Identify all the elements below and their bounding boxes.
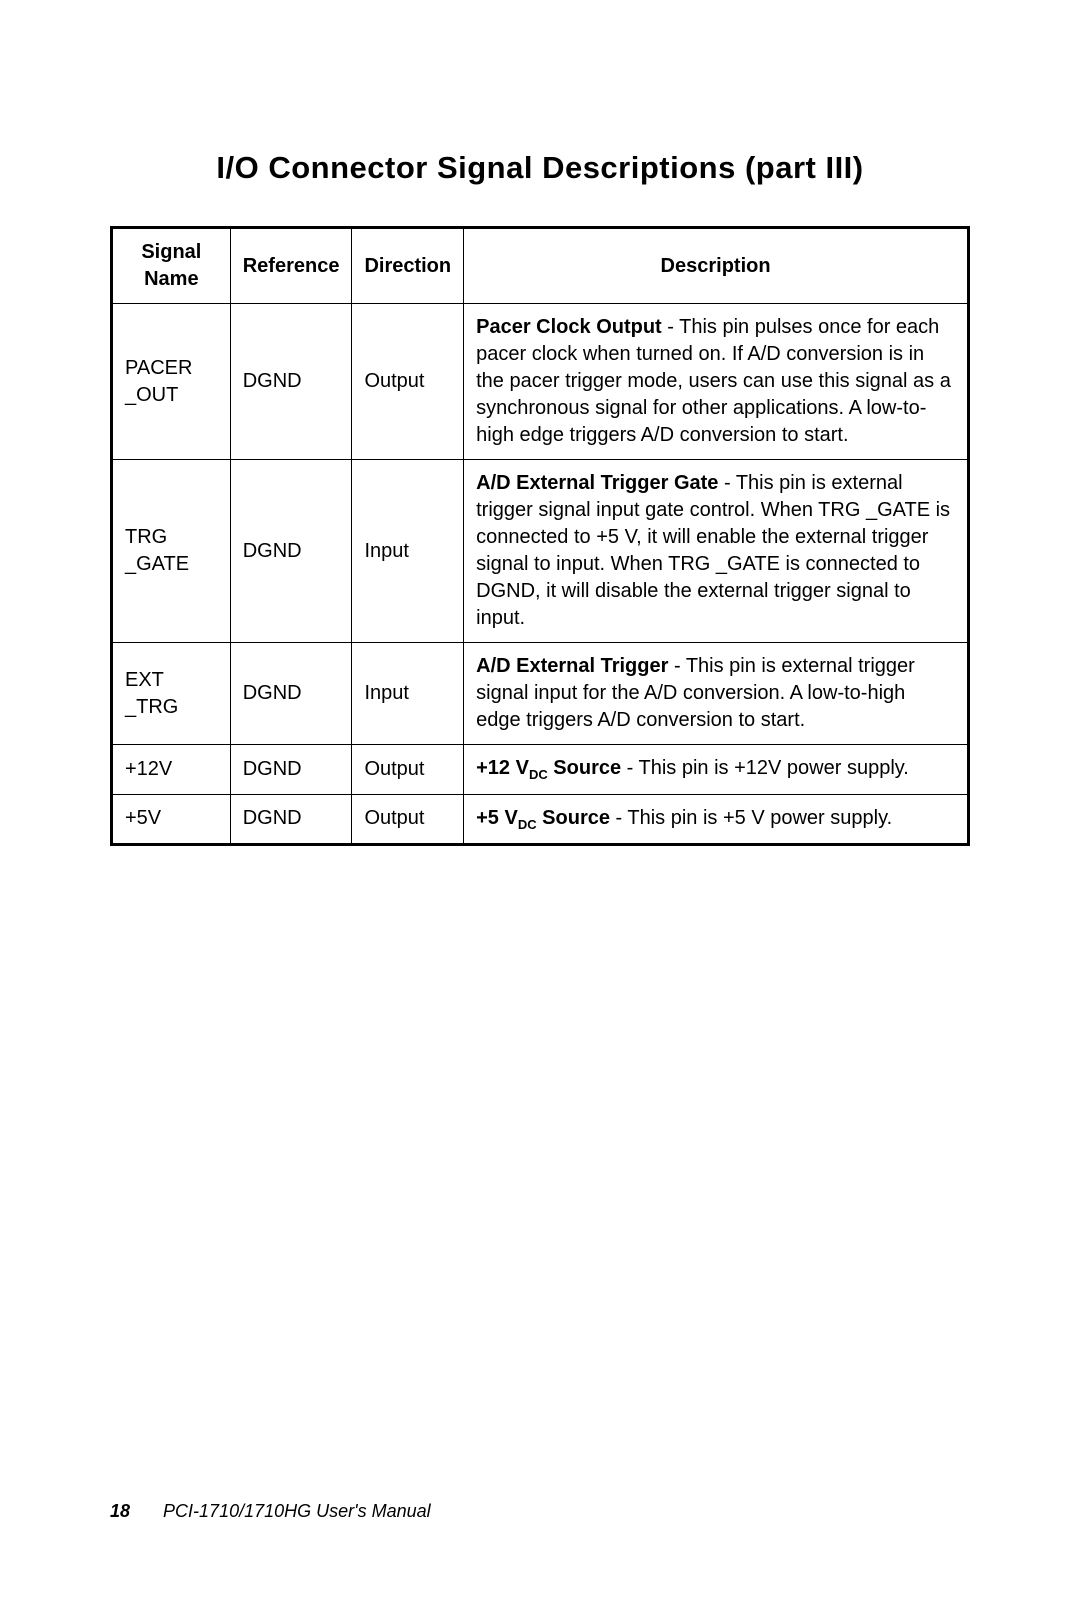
desc-rest: - This pin is +5 V power supply. bbox=[610, 807, 892, 829]
cell-reference: DGND bbox=[230, 745, 352, 795]
desc-bold-suffix: Source bbox=[537, 807, 610, 829]
desc-bold: Pacer Clock Output bbox=[476, 316, 662, 338]
desc-bold-suffix: Source bbox=[548, 757, 621, 779]
desc-bold: +5 VDC Source bbox=[476, 807, 610, 829]
desc-rest: - This pin is +12V power supply. bbox=[621, 757, 909, 779]
page-footer: 18 PCI-1710/1710HG User's Manual bbox=[110, 1501, 431, 1522]
desc-bold-prefix: +5 V bbox=[476, 807, 518, 829]
cell-signal: EXT _TRG bbox=[112, 643, 231, 745]
desc-rest: - This pin is external trigger signal in… bbox=[476, 472, 950, 629]
cell-signal: PACER _OUT bbox=[112, 304, 231, 460]
cell-direction: Output bbox=[352, 794, 464, 845]
cell-description: +5 VDC Source - This pin is +5 V power s… bbox=[464, 794, 969, 845]
page-title: I/O Connector Signal Descriptions (part … bbox=[110, 150, 970, 186]
page-number: 18 bbox=[110, 1501, 130, 1521]
table-row: TRG _GATE DGND Input A/D External Trigge… bbox=[112, 460, 969, 643]
col-header-signal: Signal Name bbox=[112, 228, 231, 304]
cell-description: A/D External Trigger - This pin is exter… bbox=[464, 643, 969, 745]
cell-description: Pacer Clock Output - This pin pulses onc… bbox=[464, 304, 969, 460]
cell-signal: +12V bbox=[112, 745, 231, 795]
cell-signal: +5V bbox=[112, 794, 231, 845]
cell-direction: Output bbox=[352, 304, 464, 460]
cell-reference: DGND bbox=[230, 304, 352, 460]
desc-bold-sub: DC bbox=[529, 767, 548, 782]
desc-bold: A/D External Trigger bbox=[476, 655, 668, 677]
cell-reference: DGND bbox=[230, 794, 352, 845]
desc-bold-sub: DC bbox=[518, 817, 537, 832]
cell-reference: DGND bbox=[230, 643, 352, 745]
cell-signal: TRG _GATE bbox=[112, 460, 231, 643]
desc-bold: +12 VDC Source bbox=[476, 757, 621, 779]
cell-direction: Input bbox=[352, 643, 464, 745]
cell-direction: Output bbox=[352, 745, 464, 795]
table-row: +5V DGND Output +5 VDC Source - This pin… bbox=[112, 794, 969, 845]
desc-bold: A/D External Trigger Gate bbox=[476, 472, 718, 494]
cell-direction: Input bbox=[352, 460, 464, 643]
signal-table: Signal Name Reference Direction Descript… bbox=[110, 226, 970, 846]
doc-title: PCI-1710/1710HG User's Manual bbox=[163, 1501, 431, 1521]
table-row: EXT _TRG DGND Input A/D External Trigger… bbox=[112, 643, 969, 745]
cell-description: +12 VDC Source - This pin is +12V power … bbox=[464, 745, 969, 795]
page-container: I/O Connector Signal Descriptions (part … bbox=[0, 0, 1080, 1622]
desc-bold-prefix: +12 V bbox=[476, 757, 529, 779]
table-row: +12V DGND Output +12 VDC Source - This p… bbox=[112, 745, 969, 795]
col-header-description: Description bbox=[464, 228, 969, 304]
cell-reference: DGND bbox=[230, 460, 352, 643]
table-header-row: Signal Name Reference Direction Descript… bbox=[112, 228, 969, 304]
cell-description: A/D External Trigger Gate - This pin is … bbox=[464, 460, 969, 643]
col-header-reference: Reference bbox=[230, 228, 352, 304]
col-header-direction: Direction bbox=[352, 228, 464, 304]
table-row: PACER _OUT DGND Output Pacer Clock Outpu… bbox=[112, 304, 969, 460]
